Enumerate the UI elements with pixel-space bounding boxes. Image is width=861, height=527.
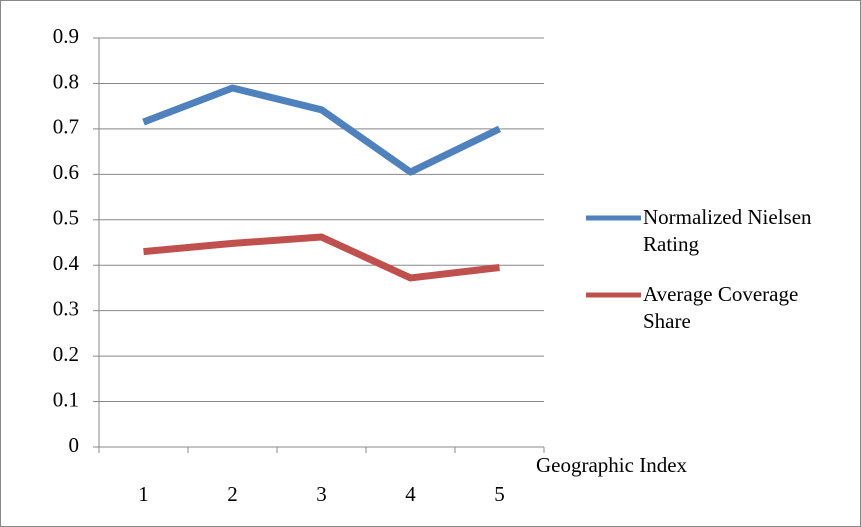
- y-tick-label: 0.3: [53, 296, 79, 320]
- y-tick-label: 0.6: [53, 160, 79, 184]
- y-tick-label: 0.1: [53, 387, 79, 411]
- y-tick-label: 0.4: [53, 251, 80, 275]
- series-line: [143, 233, 500, 282]
- y-tick-label: 0.9: [53, 24, 79, 48]
- x-tick-label: 2: [227, 482, 238, 506]
- legend-label: Normalized Nielsen Rating: [643, 205, 812, 256]
- x-tick-label: 3: [316, 482, 327, 506]
- x-tick-label: 1: [138, 482, 149, 506]
- x-tick-label: 4: [405, 482, 416, 506]
- y-tick-label: 0.5: [53, 206, 79, 230]
- legend-label: Average Coverage Share: [643, 282, 799, 333]
- x-tick-label: 5: [494, 482, 505, 506]
- y-tick-label: 0: [69, 433, 80, 457]
- y-tick-label: 0.2: [53, 342, 79, 366]
- series-line: [142, 84, 502, 176]
- x-axis-title: Geographic Index: [536, 453, 688, 477]
- y-tick-label: 0.8: [53, 69, 79, 93]
- y-tick-label: 0.7: [53, 115, 79, 139]
